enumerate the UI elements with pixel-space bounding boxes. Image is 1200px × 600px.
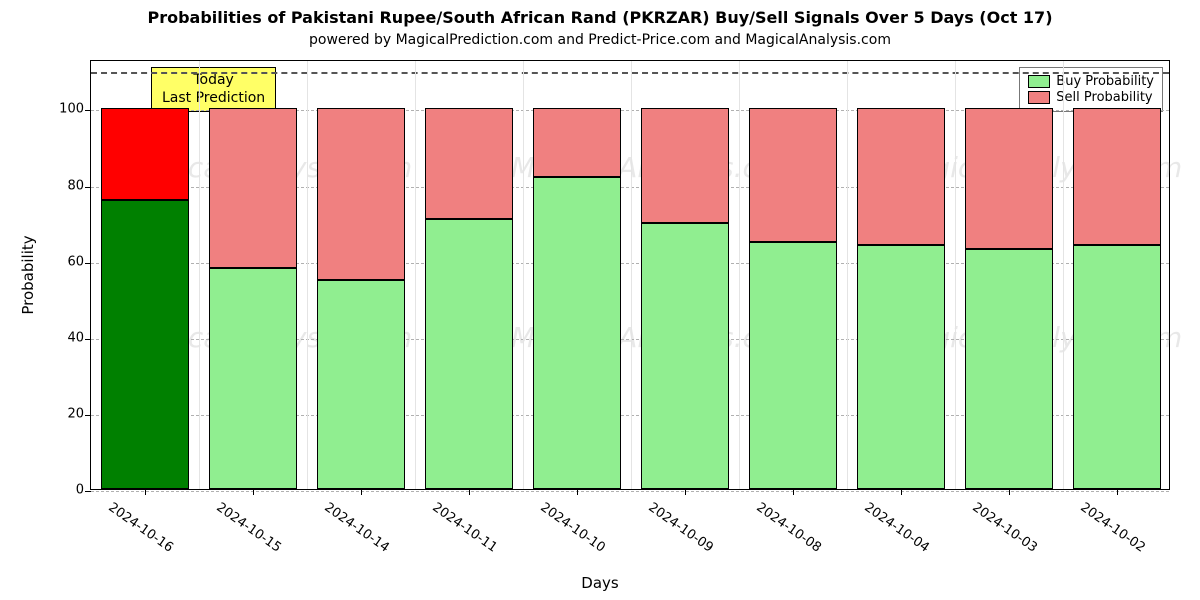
ytick-label: 60: [44, 254, 84, 269]
bar: [209, 108, 298, 489]
ytick-label: 0: [44, 483, 84, 498]
bar-segment-sell: [317, 108, 406, 279]
bar: [857, 108, 946, 489]
today-annotation-line1: Today: [162, 72, 265, 90]
ytick-label: 80: [44, 178, 84, 193]
bar: [749, 108, 838, 489]
xtick-label: 2024-10-10: [537, 500, 608, 556]
ytick-mark: [85, 110, 91, 111]
bar-segment-buy: [101, 200, 190, 489]
xtick-mark: [1117, 489, 1118, 495]
gridline-vertical: [739, 61, 740, 489]
xtick-mark: [793, 489, 794, 495]
bar-segment-sell: [425, 108, 514, 218]
bar-segment-sell: [101, 108, 190, 199]
ytick-mark: [85, 187, 91, 188]
xtick-mark: [1009, 489, 1010, 495]
gridline-vertical: [199, 61, 200, 489]
legend-label-sell: Sell Probability: [1056, 90, 1152, 105]
ytick-mark: [85, 415, 91, 416]
legend-swatch-buy: [1028, 75, 1050, 88]
bar-segment-sell: [209, 108, 298, 268]
bar-segment-buy: [209, 268, 298, 489]
ytick-label: 40: [44, 330, 84, 345]
legend-item-sell: Sell Probability: [1028, 90, 1154, 105]
bar-segment-buy: [1073, 245, 1162, 489]
gridline-vertical: [307, 61, 308, 489]
xtick-label: 2024-10-02: [1077, 500, 1148, 556]
bar-segment-buy: [533, 177, 622, 489]
bar-segment-sell: [749, 108, 838, 241]
bar: [425, 108, 514, 489]
xtick-label: 2024-10-08: [753, 500, 824, 556]
ytick-mark: [85, 339, 91, 340]
legend-label-buy: Buy Probability: [1056, 74, 1154, 89]
bar-segment-sell: [857, 108, 946, 245]
chart-subtitle: powered by MagicalPrediction.com and Pre…: [0, 32, 1200, 48]
bar: [101, 108, 190, 489]
gridline-vertical: [955, 61, 956, 489]
bar: [641, 108, 730, 489]
today-annotation-line2: Last Prediction: [162, 90, 265, 108]
bar: [1073, 108, 1162, 489]
legend-item-buy: Buy Probability: [1028, 74, 1154, 89]
xtick-label: 2024-10-16: [105, 500, 176, 556]
bar-segment-buy: [857, 245, 946, 489]
bar-segment-sell: [1073, 108, 1162, 245]
xtick-label: 2024-10-09: [645, 500, 716, 556]
bar-segment-sell: [965, 108, 1054, 249]
xtick-mark: [685, 489, 686, 495]
xtick-label: 2024-10-04: [861, 500, 932, 556]
xtick-mark: [469, 489, 470, 495]
ytick-label: 100: [44, 102, 84, 117]
bar-segment-buy: [965, 249, 1054, 489]
bar: [533, 108, 622, 489]
bar-segment-sell: [533, 108, 622, 176]
bar-segment-buy: [317, 280, 406, 489]
bar-segment-buy: [641, 223, 730, 489]
xtick-mark: [145, 489, 146, 495]
bar-segment-sell: [641, 108, 730, 222]
bar: [317, 108, 406, 489]
x-axis-label: Days: [581, 574, 618, 592]
gridline-vertical: [847, 61, 848, 489]
ytick-label: 20: [44, 406, 84, 421]
y-axis-label: Probability: [19, 235, 37, 314]
xtick-label: 2024-10-03: [969, 500, 1040, 556]
xtick-mark: [253, 489, 254, 495]
chart-title: Probabilities of Pakistani Rupee/South A…: [0, 8, 1200, 27]
xtick-mark: [901, 489, 902, 495]
legend-swatch-sell: [1028, 91, 1050, 104]
gridline-vertical: [415, 61, 416, 489]
bar-segment-buy: [425, 219, 514, 489]
xtick-label: 2024-10-11: [429, 500, 500, 556]
ytick-mark: [85, 263, 91, 264]
xtick-label: 2024-10-14: [321, 500, 392, 556]
gridline-vertical: [523, 61, 524, 489]
bar-segment-buy: [749, 242, 838, 489]
xtick-mark: [577, 489, 578, 495]
xtick-label: 2024-10-15: [213, 500, 284, 556]
gridline-vertical: [631, 61, 632, 489]
gridline-vertical: [1063, 61, 1064, 489]
plot-area: MagicalAnalysis.com MagicalAnalysis.com …: [90, 60, 1170, 490]
threshold-line: [91, 72, 1169, 74]
bar: [965, 108, 1054, 489]
xtick-mark: [361, 489, 362, 495]
ytick-mark: [85, 491, 91, 492]
